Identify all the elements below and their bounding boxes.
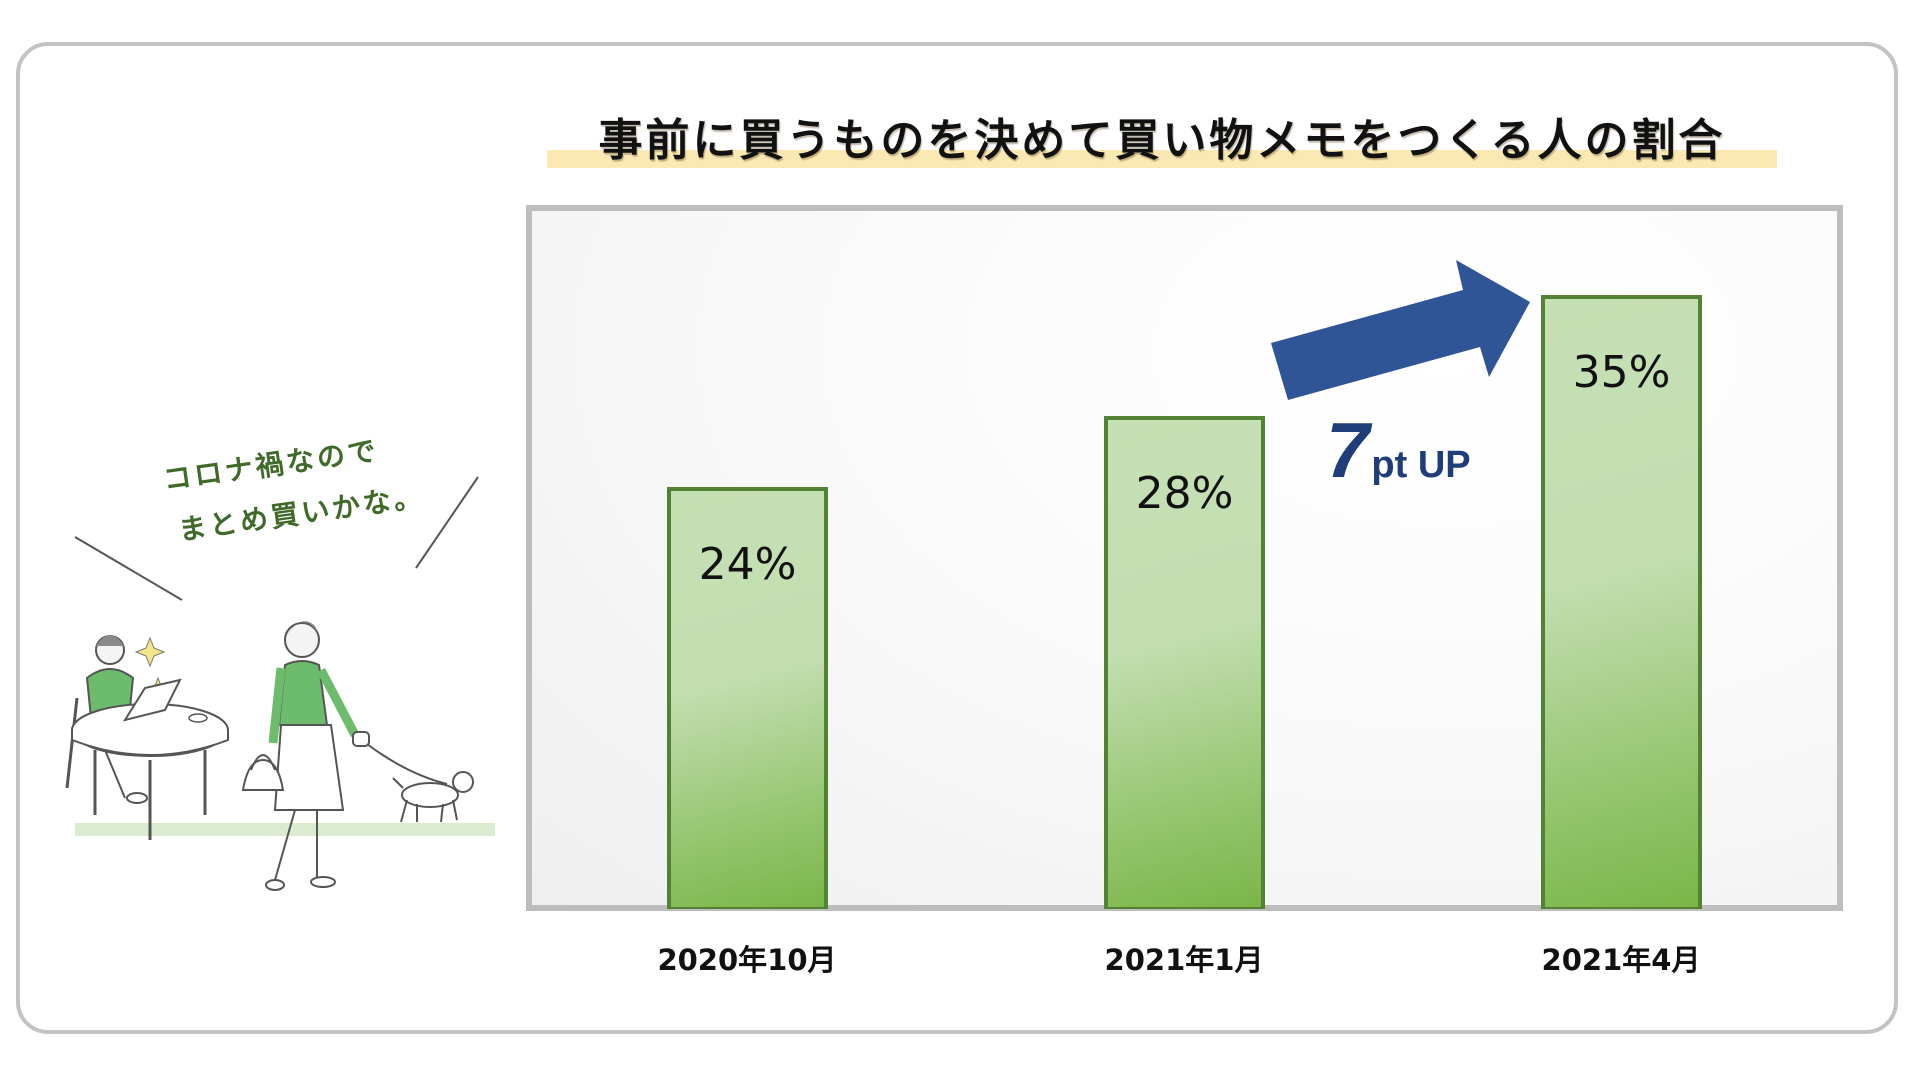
bar-value-label: 28%	[1135, 468, 1234, 519]
increase-unit: pt UP	[1371, 444, 1471, 486]
chart-title-block: 事前に買うものを決めて買い物メモをつくる人の割合	[547, 100, 1777, 170]
bar-2021-01: 28%	[1104, 416, 1265, 909]
bar-value-label: 35%	[1572, 347, 1671, 398]
x-tick-label: 2021年1月	[1104, 943, 1264, 977]
shopping-illustration	[65, 476, 495, 891]
bar-2020-10: 24%	[667, 487, 828, 909]
ground-strip	[75, 823, 495, 836]
speech-stroke-right	[415, 476, 479, 569]
increase-value: 7	[1326, 406, 1369, 494]
increase-annotation: 7 pt UP	[1326, 405, 1471, 496]
x-tick-label: 2021年4月	[1541, 943, 1701, 977]
title-highlight	[547, 150, 1777, 168]
bar-2021-04: 35%	[1541, 295, 1702, 909]
x-tick-label: 2020年10月	[657, 943, 837, 977]
chart-title: 事前に買うものを決めて買い物メモをつくる人の割合	[598, 115, 1726, 166]
sparkle-icon	[134, 636, 166, 668]
bar-value-label: 24%	[698, 539, 797, 590]
speech-stroke-left	[74, 536, 183, 601]
